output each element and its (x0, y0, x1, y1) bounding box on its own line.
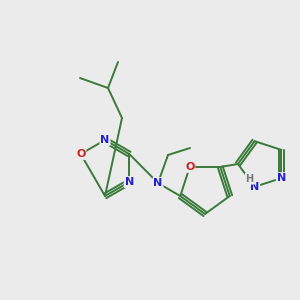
Text: H: H (245, 174, 253, 184)
Text: N: N (277, 173, 286, 183)
Text: N: N (100, 135, 109, 145)
Text: N: N (124, 177, 134, 187)
Text: N: N (250, 182, 259, 192)
Text: N: N (153, 178, 163, 188)
Text: O: O (76, 149, 86, 159)
Text: O: O (185, 162, 194, 172)
